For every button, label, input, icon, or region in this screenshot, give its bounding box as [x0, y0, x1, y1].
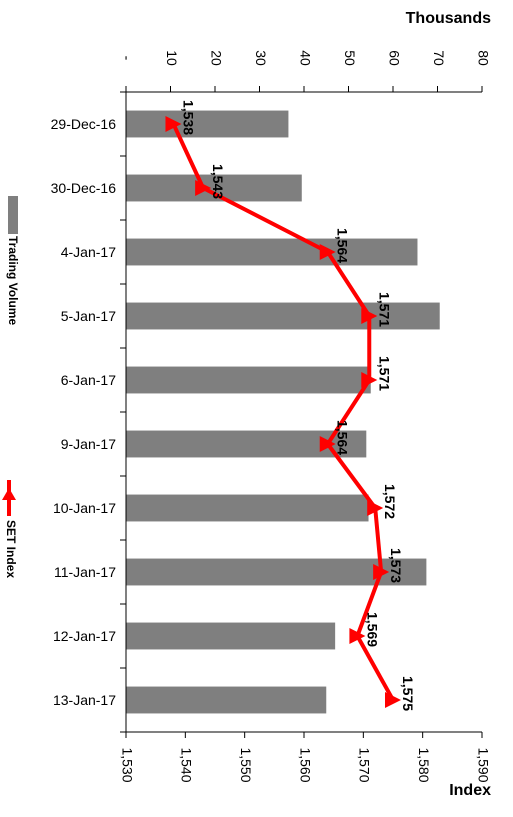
set-index-marker — [373, 564, 390, 580]
legend-item-set-index: SET Index — [0, 478, 22, 608]
legend-label-trading-volume: Trading Volume — [6, 236, 20, 326]
set-index-marker — [367, 500, 384, 516]
set-index-marker — [319, 244, 336, 260]
bottom-axis-tick-label: 1,590 — [475, 747, 491, 782]
volume-bar — [126, 302, 440, 330]
volume-bar — [126, 174, 302, 202]
top-axis-tick-label: 40 — [297, 50, 313, 66]
legend-label-set-index: SET Index — [4, 520, 18, 579]
set-index-line — [171, 123, 395, 701]
top-axis-tick-label: 30 — [253, 50, 269, 66]
category-label: 13-Jan-17 — [53, 692, 116, 708]
data-labels: 1,538 1,543 1,564 1,571 1,571 1,564 1,572 1,573… — [180, 100, 416, 711]
set-index-marker — [195, 180, 212, 196]
category-label: 30-Dec-16 — [51, 180, 117, 196]
set-index-marker — [349, 628, 366, 644]
set-index-marker — [385, 692, 401, 708]
category-label: 29-Dec-16 — [51, 116, 117, 132]
bottom-axis-tick-label: 1,560 — [297, 747, 313, 782]
volume-bar — [126, 622, 336, 650]
set-index-data-label: 1,564 — [335, 228, 351, 263]
volume-bar — [126, 366, 371, 394]
set-index-data-label: 1,569 — [364, 612, 380, 647]
set-index-marker — [165, 116, 182, 132]
bottom-axis-tick-label: 1,570 — [357, 747, 373, 782]
top-axis-tick-label: 70 — [431, 50, 447, 66]
volume-bars — [126, 110, 440, 714]
category-label: 4-Jan-17 — [61, 244, 116, 260]
category-label: 6-Jan-17 — [61, 372, 116, 388]
set-index-data-label: 1,564 — [335, 420, 351, 455]
volume-bar — [126, 110, 289, 138]
set-index-data-label: 1,573 — [388, 548, 404, 583]
top-axis-tick-label: 10 — [164, 50, 180, 66]
bottom-axis-tick-label: 1,580 — [416, 747, 432, 782]
set-index-line-marker-icon — [2, 480, 16, 516]
legend-item-trading-volume: Trading Volume — [4, 196, 22, 336]
category-label: 11-Jan-17 — [54, 564, 116, 580]
category-label: 9-Jan-17 — [61, 436, 116, 452]
chart-axes: 29-Dec-16 30-Dec-16 4-Jan-17 5-Jan-17 6-Jan-… — [51, 50, 492, 783]
set-index-marker — [361, 308, 378, 324]
top-axis-unit-label: Thousands — [405, 10, 491, 27]
category-label: 12-Jan-17 — [53, 628, 116, 644]
volume-bar — [126, 686, 327, 714]
set-index-data-label: 1,571 — [376, 292, 392, 327]
top-axis-tick-label: 60 — [386, 50, 402, 66]
bottom-axis-title: Index — [449, 782, 491, 799]
set-index-data-label: 1,572 — [382, 484, 398, 519]
set-index-data-label: 1,543 — [210, 164, 226, 199]
set-index-series — [165, 116, 401, 708]
set-index-marker — [319, 436, 336, 452]
set-index-marker — [361, 372, 378, 388]
top-axis-tick-label: - — [119, 56, 135, 61]
top-axis-tick-label: 80 — [475, 50, 491, 66]
set-index-data-label: 1,575 — [400, 676, 416, 711]
top-axis-tick-label: 50 — [342, 50, 358, 66]
trading-volume-swatch-icon — [8, 196, 18, 234]
category-label: 10-Jan-17 — [53, 500, 116, 516]
bottom-axis-tick-label: 1,550 — [238, 747, 254, 782]
category-label: 5-Jan-17 — [61, 308, 116, 324]
volume-bar — [126, 494, 369, 522]
set-index-data-label: 1,538 — [180, 100, 196, 135]
top-axis-tick-label: 20 — [208, 50, 224, 66]
bottom-axis-tick-label: 1,540 — [179, 747, 195, 782]
volume-bar — [126, 238, 418, 266]
set-index-data-label: 1,571 — [376, 356, 392, 391]
bottom-axis-tick-label: 1,530 — [119, 747, 135, 782]
